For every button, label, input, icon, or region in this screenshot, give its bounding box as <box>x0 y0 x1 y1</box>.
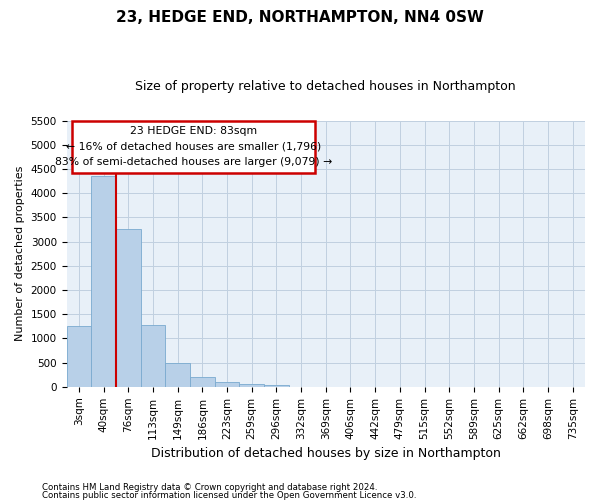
Bar <box>190 378 215 387</box>
Bar <box>140 326 165 387</box>
Bar <box>165 363 190 387</box>
Text: 23 HEDGE END: 83sqm
← 16% of detached houses are smaller (1,796)
83% of semi-det: 23 HEDGE END: 83sqm ← 16% of detached ho… <box>55 126 332 167</box>
Y-axis label: Number of detached properties: Number of detached properties <box>15 166 25 342</box>
Text: Contains HM Land Registry data © Crown copyright and database right 2024.: Contains HM Land Registry data © Crown c… <box>42 484 377 492</box>
Bar <box>116 228 140 387</box>
Bar <box>67 326 91 387</box>
Title: Size of property relative to detached houses in Northampton: Size of property relative to detached ho… <box>136 80 516 93</box>
Bar <box>264 385 289 387</box>
Bar <box>215 382 239 387</box>
Text: Contains public sector information licensed under the Open Government Licence v3: Contains public sector information licen… <box>42 491 416 500</box>
Bar <box>91 176 116 387</box>
X-axis label: Distribution of detached houses by size in Northampton: Distribution of detached houses by size … <box>151 447 501 460</box>
FancyBboxPatch shape <box>72 120 316 173</box>
Bar <box>239 384 264 387</box>
Text: 23, HEDGE END, NORTHAMPTON, NN4 0SW: 23, HEDGE END, NORTHAMPTON, NN4 0SW <box>116 10 484 25</box>
